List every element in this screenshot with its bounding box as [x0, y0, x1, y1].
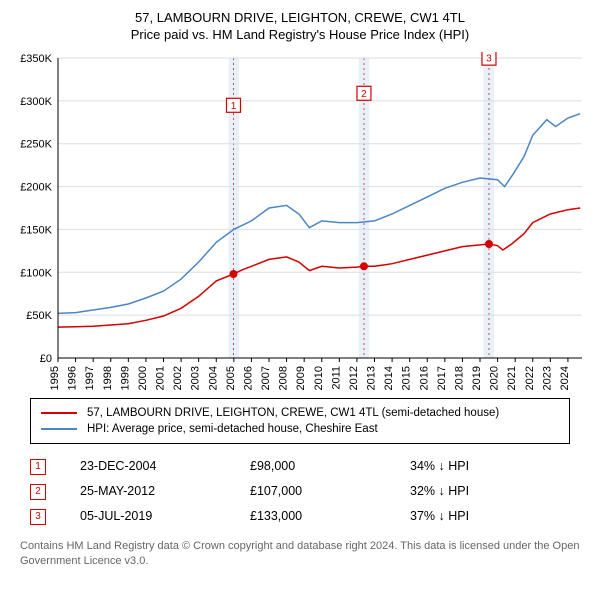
- sales-row: 1 23-DEC-2004£98,00034% ↓ HPI: [30, 454, 570, 479]
- chart-title-block: 57, LAMBOURN DRIVE, LEIGHTON, CREWE, CW1…: [10, 10, 590, 44]
- x-axis-label: 2015: [401, 366, 413, 390]
- y-axis-label: £350K: [20, 53, 52, 65]
- sale-date: 25-MAY-2012: [80, 479, 250, 504]
- sale-delta: 32% ↓ HPI: [410, 479, 570, 504]
- sale-price: £98,000: [250, 454, 410, 479]
- footnote: Contains HM Land Registry data © Crown c…: [20, 539, 580, 569]
- sale-marker-1: 1: [30, 459, 46, 475]
- sale-delta: 34% ↓ HPI: [410, 454, 570, 479]
- chart-title-line1: 57, LAMBOURN DRIVE, LEIGHTON, CREWE, CW1…: [10, 10, 590, 27]
- x-axis-label: 2009: [295, 366, 307, 390]
- sales-table: 1 23-DEC-2004£98,00034% ↓ HPI 2 25-MAY-2012…: [30, 454, 570, 529]
- y-axis-label: £200K: [20, 181, 52, 193]
- legend-label: 57, LAMBOURN DRIVE, LEIGHTON, CREWE, CW1…: [87, 407, 499, 419]
- x-axis-label: 2020: [489, 366, 501, 390]
- x-axis-label: 2014: [383, 366, 395, 390]
- x-axis-label: 2013: [366, 366, 378, 390]
- sale-marker-2: 2: [30, 484, 46, 500]
- x-axis-label: 2007: [260, 366, 272, 390]
- x-axis-label: 2006: [242, 366, 254, 390]
- x-axis-label: 2011: [330, 366, 342, 390]
- y-axis-label: £50K: [26, 310, 52, 322]
- x-axis-label: 1996: [67, 366, 79, 390]
- sales-row: 3 05-JUL-2019£133,00037% ↓ HPI: [30, 504, 570, 529]
- sale-date: 23-DEC-2004: [80, 454, 250, 479]
- legend-entry: HPI: Average price, semi-detached house,…: [41, 421, 559, 437]
- x-axis-label: 2004: [207, 366, 219, 390]
- sale-point-3: [485, 240, 493, 248]
- chart-title-line2: Price paid vs. HM Land Registry's House …: [10, 27, 590, 44]
- sales-row: 2 25-MAY-2012£107,00032% ↓ HPI: [30, 479, 570, 504]
- sale-marker-num-3: 3: [486, 53, 492, 64]
- x-axis-label: 1998: [102, 366, 114, 390]
- x-axis-label: 2003: [190, 366, 202, 390]
- x-axis-label: 2019: [471, 366, 483, 390]
- x-axis-label: 2000: [137, 366, 149, 390]
- sale-marker-3: 3: [30, 509, 46, 525]
- x-axis-label: 2017: [436, 366, 448, 390]
- x-axis-label: 2010: [313, 366, 325, 390]
- x-axis-label: 2023: [541, 366, 553, 390]
- x-axis-label: 2001: [155, 366, 167, 390]
- sale-price: £133,000: [250, 504, 410, 529]
- x-axis-label: 2002: [172, 366, 184, 390]
- legend-label: HPI: Average price, semi-detached house,…: [87, 423, 378, 435]
- sale-date: 05-JUL-2019: [80, 504, 250, 529]
- legend-swatch: [41, 428, 77, 430]
- x-axis-label: 1999: [119, 366, 131, 390]
- x-axis-label: 2018: [453, 366, 465, 390]
- legend: 57, LAMBOURN DRIVE, LEIGHTON, CREWE, CW1…: [30, 398, 570, 444]
- x-axis-label: 2008: [278, 366, 290, 390]
- sale-point-1: [229, 270, 237, 278]
- chart-container: £0 £50K £100K £150K £200K £250K £300K £350K 1995…: [10, 52, 590, 392]
- x-axis-label: 2005: [225, 366, 237, 390]
- y-axis-label: £250K: [20, 138, 52, 150]
- y-axis-label: £300K: [20, 96, 52, 108]
- sale-marker-num-2: 2: [361, 89, 367, 100]
- x-axis-label: 2021: [506, 366, 518, 390]
- y-axis-label: £150K: [20, 224, 52, 236]
- x-axis-label: 2016: [418, 366, 430, 390]
- sale-delta: 37% ↓ HPI: [410, 504, 570, 529]
- sale-price: £107,000: [250, 479, 410, 504]
- x-axis-label: 2024: [559, 366, 571, 390]
- legend-entry: 57, LAMBOURN DRIVE, LEIGHTON, CREWE, CW1…: [41, 405, 559, 421]
- x-axis-label: 2022: [524, 366, 536, 390]
- sale-point-2: [360, 262, 368, 270]
- x-axis-label: 1995: [49, 366, 61, 390]
- y-axis-label: £100K: [20, 267, 52, 279]
- x-axis-label: 1997: [84, 366, 96, 390]
- line-chart: £0 £50K £100K £150K £200K £250K £300K £350K 1995…: [10, 52, 590, 392]
- y-axis-label: £0: [40, 353, 52, 365]
- legend-swatch: [41, 412, 77, 414]
- x-axis-label: 2012: [348, 366, 360, 390]
- sale-marker-num-1: 1: [231, 101, 237, 112]
